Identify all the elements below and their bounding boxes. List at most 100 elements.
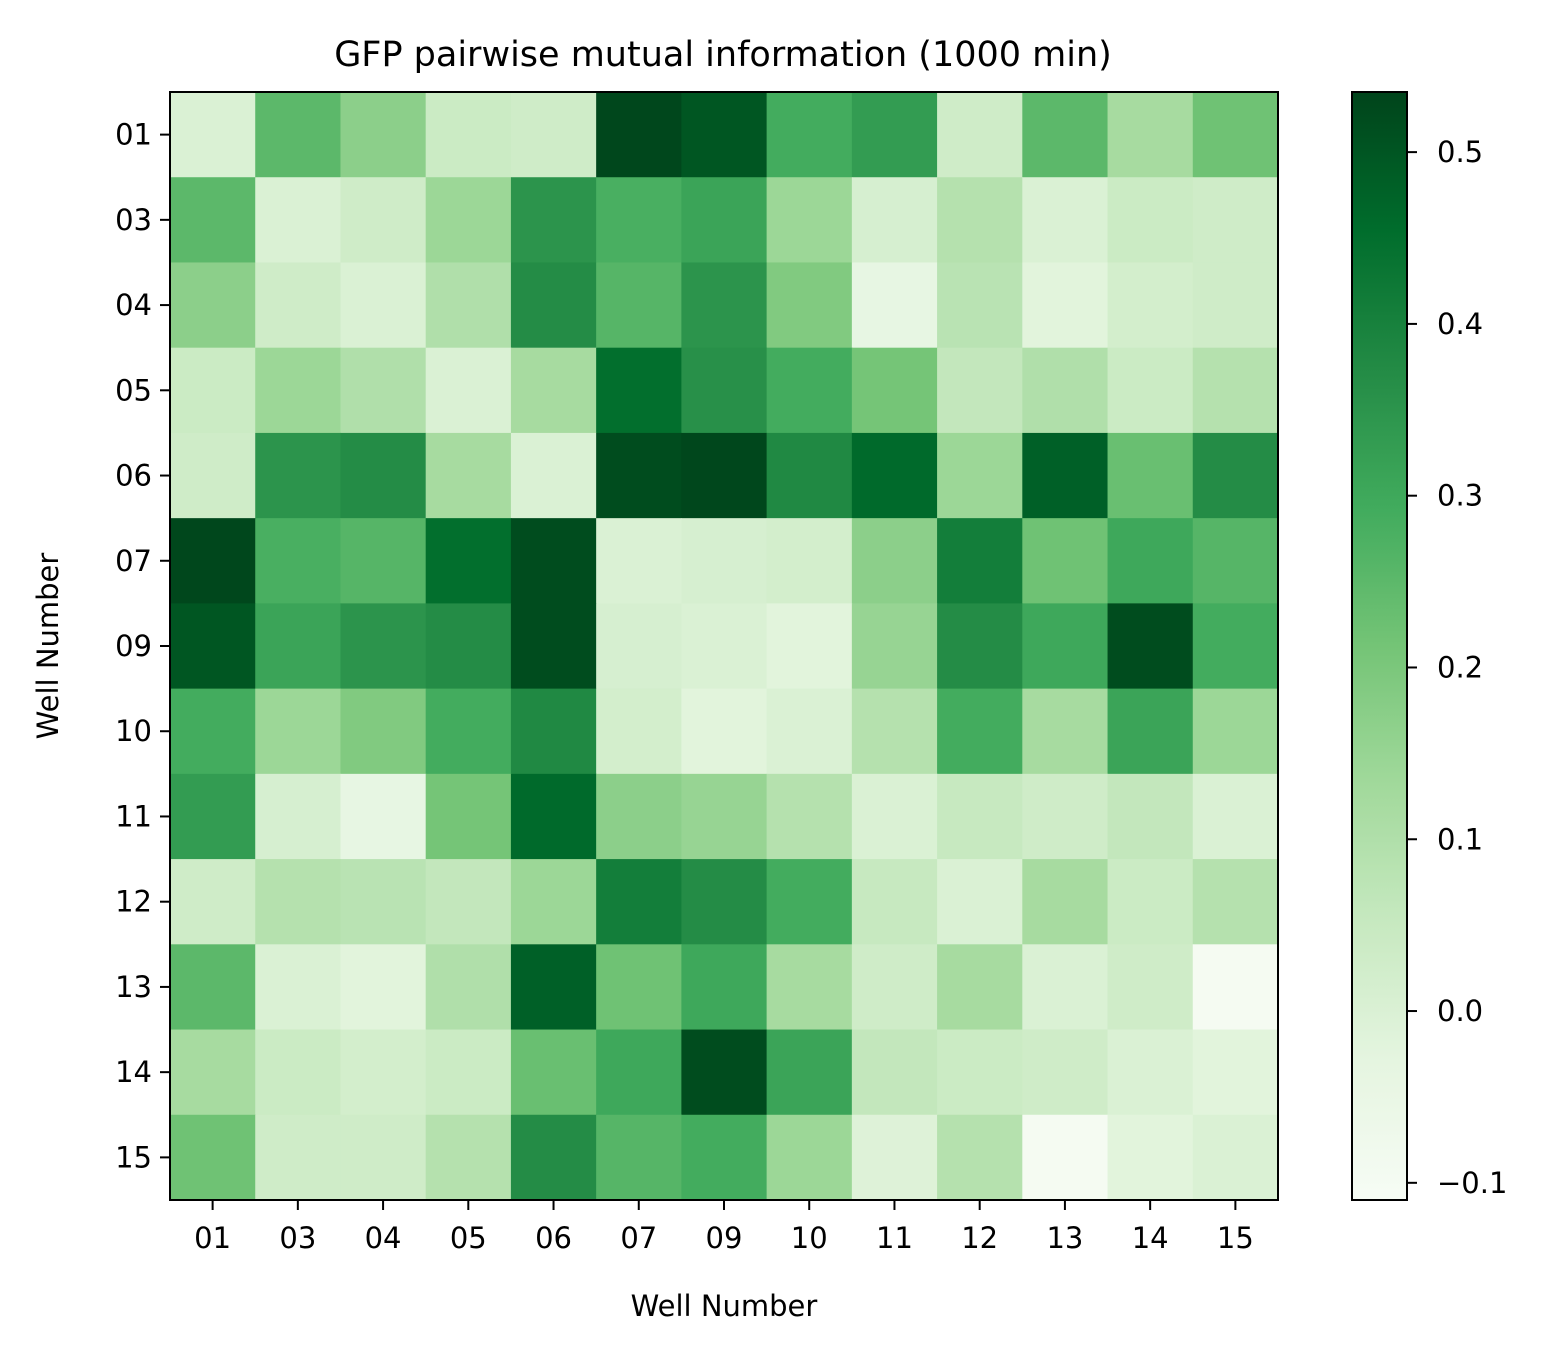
heatmap-cell <box>340 859 427 945</box>
heatmap-cell <box>681 1029 768 1116</box>
heatmap-cell <box>681 859 768 945</box>
heatmap-cell <box>1107 1029 1194 1116</box>
heatmap-cell <box>1107 347 1194 434</box>
x-tick-label: 14 <box>1132 1221 1169 1255</box>
heatmap-cell <box>851 944 938 1031</box>
heatmap-cell <box>1022 859 1109 945</box>
heatmap-cell <box>937 432 1023 519</box>
colorbar: 0.5 0.4 0.3 0.2 0.1 0.0 −0.1 <box>1351 91 1507 1201</box>
x-tick-label: 07 <box>620 1221 657 1255</box>
heatmap-cell <box>766 347 853 434</box>
heatmap-cell <box>1107 177 1194 264</box>
heatmap-cell <box>1022 688 1109 775</box>
y-tick-label: 14 <box>115 1055 152 1089</box>
heatmap-cell <box>1107 688 1194 775</box>
heatmap-cell <box>681 603 768 690</box>
heatmap-cell <box>1107 773 1194 860</box>
heatmap-cell <box>255 1029 342 1116</box>
heatmap-cell <box>340 92 427 178</box>
heatmap-cell <box>681 432 768 519</box>
heatmap-cell <box>937 177 1023 264</box>
heatmap-cell <box>340 603 427 690</box>
heatmap-cell <box>510 92 597 178</box>
x-tick-label: 10 <box>791 1221 828 1255</box>
heatmap-cell <box>1022 944 1109 1031</box>
x-tick-label: 13 <box>1046 1221 1083 1255</box>
heatmap-cell <box>510 432 597 519</box>
x-tick-label: 06 <box>535 1221 572 1255</box>
heatmap-cell <box>851 518 938 604</box>
heatmap-cell <box>1192 92 1279 178</box>
heatmap-cell <box>510 944 597 1031</box>
x-axis-label: Well Number <box>631 1289 818 1323</box>
x-tick-label: 01 <box>194 1221 231 1255</box>
heatmap-cell <box>510 262 597 349</box>
heatmap-cell <box>1022 432 1109 519</box>
heatmap-cell <box>340 347 427 434</box>
heatmap-cell <box>255 944 342 1031</box>
y-tick-label: 13 <box>115 970 152 1004</box>
x-tick-label: 15 <box>1217 1221 1254 1255</box>
heatmap-cell <box>510 347 597 434</box>
heatmap-cell <box>681 92 768 178</box>
y-tick-label: 12 <box>115 885 152 919</box>
heatmap-cell <box>1192 432 1279 519</box>
heatmap-cell <box>1022 347 1109 434</box>
heatmap-cell <box>1192 773 1279 860</box>
heatmap-cell <box>170 944 256 1031</box>
heatmap-cell <box>1107 92 1194 178</box>
heatmap-cell <box>170 177 256 264</box>
heatmap-cell <box>255 518 342 604</box>
heatmap-cell <box>937 688 1023 775</box>
heatmap-cell <box>425 859 512 945</box>
heatmap-cell <box>937 92 1023 178</box>
heatmap-cell <box>766 432 853 519</box>
heatmap-cell <box>1192 944 1279 1031</box>
heatmap-cell <box>851 92 938 178</box>
y-tick-label: 03 <box>115 203 152 237</box>
heatmap-cell <box>255 773 342 860</box>
heatmap-cell <box>596 92 682 178</box>
heatmap-cell <box>937 518 1023 604</box>
heatmap-cell <box>425 92 512 178</box>
heatmap-cell <box>1192 177 1279 264</box>
heatmap-cell <box>681 773 768 860</box>
heatmap-cell <box>510 859 597 945</box>
heatmap-cell <box>766 688 853 775</box>
heatmap-cell <box>596 688 682 775</box>
heatmap-cell <box>1107 262 1194 349</box>
heatmap-cells <box>170 92 1279 1201</box>
heatmap-cell <box>255 432 342 519</box>
heatmap-cell <box>1107 432 1194 519</box>
colorbar-tick-label: 0.0 <box>1437 994 1483 1028</box>
heatmap-cell <box>766 1029 853 1116</box>
heatmap-cell <box>937 262 1023 349</box>
heatmap-cell <box>1022 518 1109 604</box>
heatmap-cell <box>596 773 682 860</box>
heatmap-cell <box>425 688 512 775</box>
heatmap-cell <box>510 518 597 604</box>
heatmap-cell <box>851 773 938 860</box>
heatmap-cell <box>766 603 853 690</box>
heatmap-cell <box>681 347 768 434</box>
heatmap-cell <box>1192 518 1279 604</box>
heatmap-cell <box>766 1114 853 1201</box>
heatmap-cell <box>170 92 256 178</box>
heatmap-cell <box>937 603 1023 690</box>
x-axis: 01 03 04 05 06 07 09 10 11 12 13 14 15 <box>194 1200 1254 1255</box>
heatmap-cell <box>596 603 682 690</box>
heatmap-cell <box>596 1029 682 1116</box>
heatmap-cell <box>766 262 853 349</box>
heatmap-cell <box>510 773 597 860</box>
heatmap-cell <box>766 944 853 1031</box>
heatmap-cell <box>851 603 938 690</box>
y-tick-label: 11 <box>115 799 152 833</box>
heatmap-cell <box>1022 1114 1109 1201</box>
heatmap-cell <box>170 688 256 775</box>
heatmap-cell <box>1022 92 1109 178</box>
heatmap-cell <box>766 859 853 945</box>
heatmap-cell <box>851 432 938 519</box>
heatmap-cell <box>596 177 682 264</box>
heatmap-cell <box>1192 1114 1279 1201</box>
heatmap-cell <box>340 177 427 264</box>
